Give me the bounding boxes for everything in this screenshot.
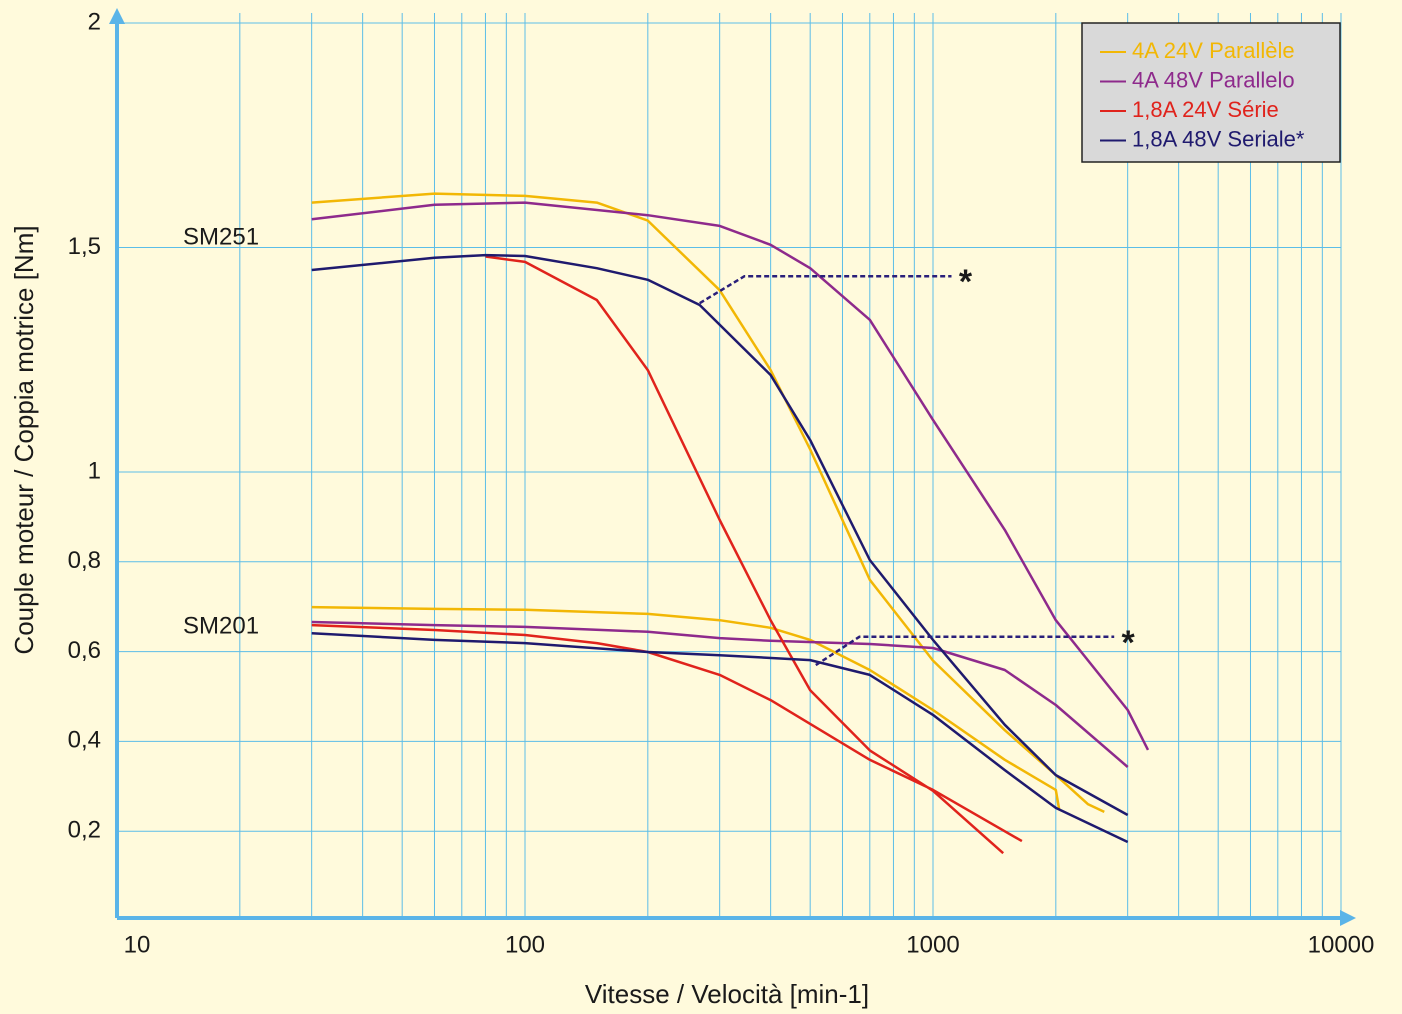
limit-marker: * <box>959 263 973 301</box>
legend: 4A 24V Parallèle 4A 48V Parallelo 1,8A 24V… <box>1081 22 1341 163</box>
x-tick-label: 100 <box>505 931 545 958</box>
y-tick-label: 0,8 <box>68 547 101 574</box>
legend-label: 4A 48V Parallelo <box>1132 67 1295 92</box>
x-tick-label: 10 <box>124 931 151 958</box>
x-axis-arrow <box>1340 910 1356 926</box>
limit-marker: * <box>1122 624 1136 662</box>
y-tick-label: 0,6 <box>68 637 101 664</box>
x-axis-label: Vitesse / Velocità [min-1] <box>585 979 869 1009</box>
y-tick-label: 0,2 <box>68 817 101 844</box>
legend-label: 4A 24V Parallèle <box>1132 38 1295 63</box>
y-tick-label: 1 <box>88 457 101 484</box>
y-tick-label: 2 <box>88 8 101 35</box>
line <box>311 255 1023 855</box>
line <box>311 201 1150 768</box>
y-tick-label: 0,4 <box>68 727 101 754</box>
y-tick-label: 1,5 <box>68 233 101 260</box>
limit-line <box>699 274 952 305</box>
annotation: SM201 <box>183 612 259 639</box>
x-tick-label: 10000 <box>1308 931 1375 958</box>
x-tick-label: 1000 <box>906 931 959 958</box>
legend-label: 1,8A 24V Série <box>1132 97 1279 122</box>
annotation: SM251 <box>183 223 259 250</box>
y-axis-label: Couple moteur / Coppia motrice [Nm] <box>9 225 39 654</box>
legend-label: 1,8A 48V Seriale* <box>1132 126 1305 151</box>
limit-line <box>815 635 1115 667</box>
y-axis-arrow <box>109 8 125 24</box>
line <box>311 253 1129 844</box>
legend-box <box>1081 22 1341 163</box>
